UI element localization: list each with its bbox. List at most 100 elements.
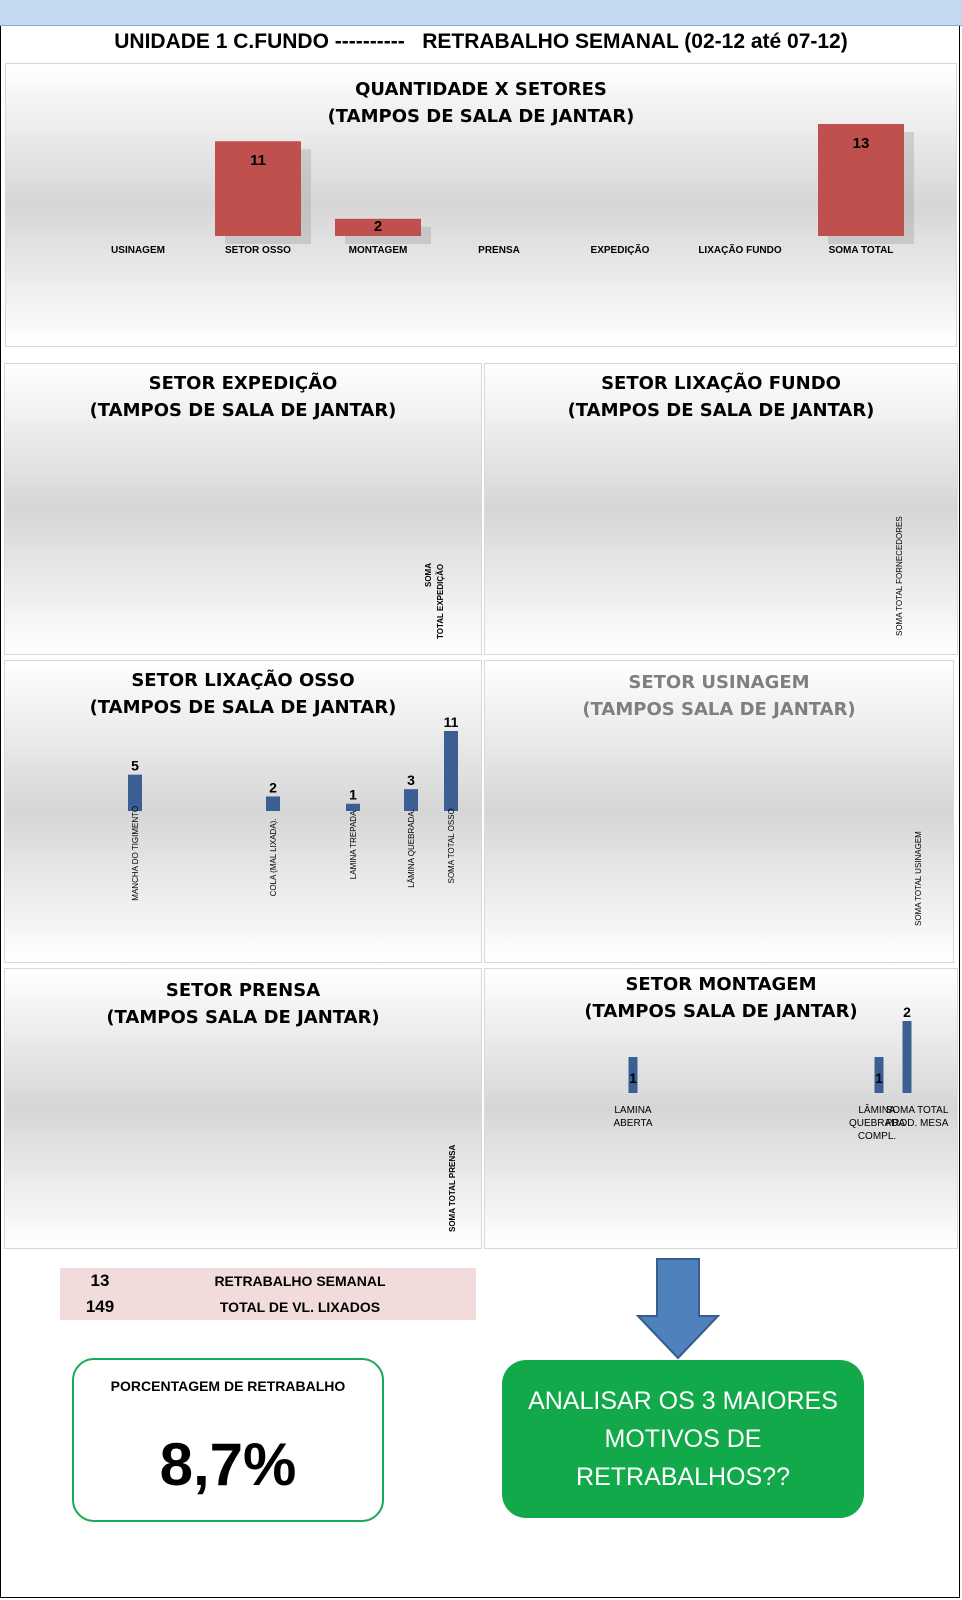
chart-plot: SOMA TOTAL FORNECEDORES	[895, 516, 904, 636]
page-title: UNIDADE 1 C.FUNDO ---------- RETRABALHO …	[114, 30, 848, 53]
chart-title: SETOR USINAGEM (TAMPOS SALA DE JANTAR)	[485, 669, 953, 723]
chart-title: SETOR EXPEDIÇÃO (TAMPOS DE SALA DE JANTA…	[5, 370, 481, 424]
category-label: LÂMINA QUEBRADA.	[407, 809, 416, 888]
bar	[818, 124, 904, 236]
chart-title-line-1: SETOR USINAGEM	[628, 672, 810, 693]
data-label: 11	[444, 714, 459, 730]
category-label: LIXAÇÃO FUNDO	[698, 243, 782, 256]
summary-row: 13 RETRABALHO SEMANAL	[60, 1268, 476, 1294]
callout-box: ANALISAR OS 3 MAIORES MOTIVOS DE RETRABA…	[502, 1360, 864, 1518]
chart-setor-lixacao-fundo: SETOR LIXAÇÃO FUNDO (TAMPOS DE SALA DE J…	[484, 363, 958, 655]
chart-title-line-1: SETOR LIXAÇÃO OSSO	[131, 670, 355, 691]
category-label: SOMA TOTAL	[829, 245, 894, 256]
callout-text: ANALISAR OS 3 MAIORES MOTIVOS DE RETRABA…	[502, 1382, 864, 1496]
bar	[346, 803, 360, 811]
chart-title-line-1: SETOR PRENSA	[165, 980, 321, 1001]
chart-title: SETOR LIXAÇÃO OSSO (TAMPOS DE SALA DE JA…	[5, 667, 481, 721]
down-arrow-icon	[636, 1258, 720, 1360]
bar	[902, 1021, 912, 1093]
data-label: 13	[853, 135, 870, 152]
percentage-box: PORCENTAGEM DE RETRABALHO 8,7%	[72, 1358, 384, 1522]
chart-title-line-2: (TAMPOS SALA DE JANTAR)	[582, 699, 856, 720]
summary-row: 149 TOTAL DE VL. LIXADOS	[60, 1294, 476, 1320]
data-label: 1	[349, 787, 357, 803]
chart-title: SETOR LIXAÇÃO FUNDO (TAMPOS DE SALA DE J…	[485, 370, 957, 424]
bar	[335, 218, 421, 236]
percentage-value: 8,7%	[159, 1431, 297, 1498]
chart-setor-usinagem: SETOR USINAGEM (TAMPOS SALA DE JANTAR) S…	[484, 660, 954, 963]
chart-title: SETOR MONTAGEM (TAMPOS SALA DE JANTAR)	[485, 971, 957, 1025]
callout-line: ANALISAR OS 3 MAIORES	[528, 1387, 838, 1415]
summary-table: 13 RETRABALHO SEMANAL 149 TOTAL DE VL. L…	[60, 1268, 476, 1320]
data-label: 2	[903, 1004, 911, 1020]
chart-title-line-2: (TAMPOS SALA DE JANTAR)	[106, 1007, 380, 1028]
percentage-label: PORCENTAGEM DE RETRABALHO	[110, 1378, 346, 1394]
callout-line: RETRABALHOS??	[576, 1463, 790, 1491]
category-label: SOMA	[424, 563, 433, 587]
data-label: 2	[269, 779, 277, 795]
chart-title-line-2: (TAMPOS DE SALA DE JANTAR)	[89, 697, 397, 718]
category-label: SOMA TOTAL USINAGEM	[914, 831, 923, 926]
category-label: SETOR OSSO	[225, 245, 291, 256]
category-label: EXPEDIÇÃO	[591, 243, 650, 256]
chart-title: QUANTIDADE X SETORES (TAMPOS DE SALA DE …	[6, 76, 956, 130]
category-label: SOMA TOTAL FORNECEDORES	[895, 516, 904, 636]
page-frame	[0, 26, 960, 1598]
category-label: COLA (MAL LIXADA).	[269, 818, 278, 896]
category-label: TOTAL EXPEDIÇÃO	[436, 564, 445, 639]
data-label: 2	[374, 218, 382, 235]
category-label: SOMA TOTAL	[886, 1105, 949, 1116]
data-label: 11	[250, 152, 266, 169]
chart-plot: 1 1 2 LAMINA ABERTA LÂMINA QUEBRADA COMPL. SOMA …	[613, 1004, 949, 1142]
callout-line: MOTIVOS DE	[604, 1425, 762, 1453]
category-label: QUEBRADA	[849, 1118, 905, 1129]
bar	[266, 796, 280, 811]
category-label: SOMA TOTAL OSSO	[447, 808, 456, 883]
category-label: COMPL.	[858, 1131, 896, 1142]
chart-plot: SOMA TOTAL PRENSA	[448, 1145, 457, 1232]
summary-value: 13	[90, 1271, 110, 1290]
chart-title: SETOR PRENSA (TAMPOS SALA DE JANTAR)	[5, 977, 481, 1031]
chart-title-line-1: SETOR LIXAÇÃO FUNDO	[601, 373, 841, 394]
chart-setor-expedicao: SETOR EXPEDIÇÃO (TAMPOS DE SALA DE JANTA…	[4, 363, 482, 655]
bar	[628, 1057, 638, 1093]
chart-title-line-2: (TAMPOS DE SALA DE JANTAR)	[327, 106, 635, 127]
summary-label: RETRABALHO SEMANAL	[214, 1273, 386, 1289]
chart-title-line-2: (TAMPOS DE SALA DE JANTAR)	[567, 400, 875, 421]
chart-title-line-1: SETOR EXPEDIÇÃO	[148, 373, 338, 394]
category-label: LAMINA	[614, 1105, 652, 1116]
category-label: USINAGEM	[111, 245, 165, 256]
chart-setor-lixacao-osso: SETOR LIXAÇÃO OSSO (TAMPOS DE SALA DE JA…	[4, 660, 482, 963]
chart-setor-montagem: SETOR MONTAGEM (TAMPOS SALA DE JANTAR) 1…	[484, 968, 958, 1249]
chart-title-line-1: QUANTIDADE X SETORES	[355, 79, 607, 100]
category-label: PROD. MESA	[886, 1118, 949, 1129]
category-label: ABERTA	[613, 1118, 652, 1129]
data-label: 1	[629, 1070, 637, 1086]
chart-title-line-2: (TAMPOS DE SALA DE JANTAR)	[89, 400, 397, 421]
category-label: MANCHA DO TIGIMENTO	[131, 806, 140, 901]
bar	[404, 789, 418, 811]
category-label: SOMA TOTAL PRENSA	[448, 1145, 457, 1232]
chart-quantidade-setores: QUANTIDADE X SETORES (TAMPOS DE SALA DE …	[5, 63, 957, 347]
chart-setor-prensa: SETOR PRENSA (TAMPOS SALA DE JANTAR) SOM…	[4, 968, 482, 1249]
bar	[444, 731, 458, 811]
chart-plot: USINAGEM 11 SETOR OSSO 2 MONTAGEM PRENSA EXPED…	[111, 124, 914, 256]
summary-label: TOTAL DE VL. LIXADOS	[219, 1299, 381, 1315]
data-label: 3	[407, 772, 415, 788]
data-label: 5	[131, 758, 139, 774]
category-label: LAMINA TREPADA	[349, 810, 358, 879]
bar	[874, 1057, 884, 1093]
bar	[128, 774, 142, 811]
chart-plot: SOMA TOTAL USINAGEM	[914, 831, 923, 926]
data-label: 1	[875, 1070, 883, 1086]
top-bar	[0, 0, 962, 26]
summary-value: 149	[85, 1297, 115, 1316]
bar	[215, 141, 301, 236]
chart-plot: 5 MANCHA DO TIGIMENTO 2 COLA (MAL LIXADA). 1…	[128, 714, 459, 901]
chart-title-line-2: (TAMPOS SALA DE JANTAR)	[584, 1001, 858, 1022]
category-label: PRENSA	[478, 245, 520, 256]
chart-title-line-1: SETOR MONTAGEM	[625, 974, 817, 995]
category-label: MONTAGEM	[349, 245, 408, 256]
category-label: LÂMINA	[858, 1103, 896, 1116]
chart-plot: SOMA TOTAL EXPEDIÇÃO	[424, 563, 445, 639]
